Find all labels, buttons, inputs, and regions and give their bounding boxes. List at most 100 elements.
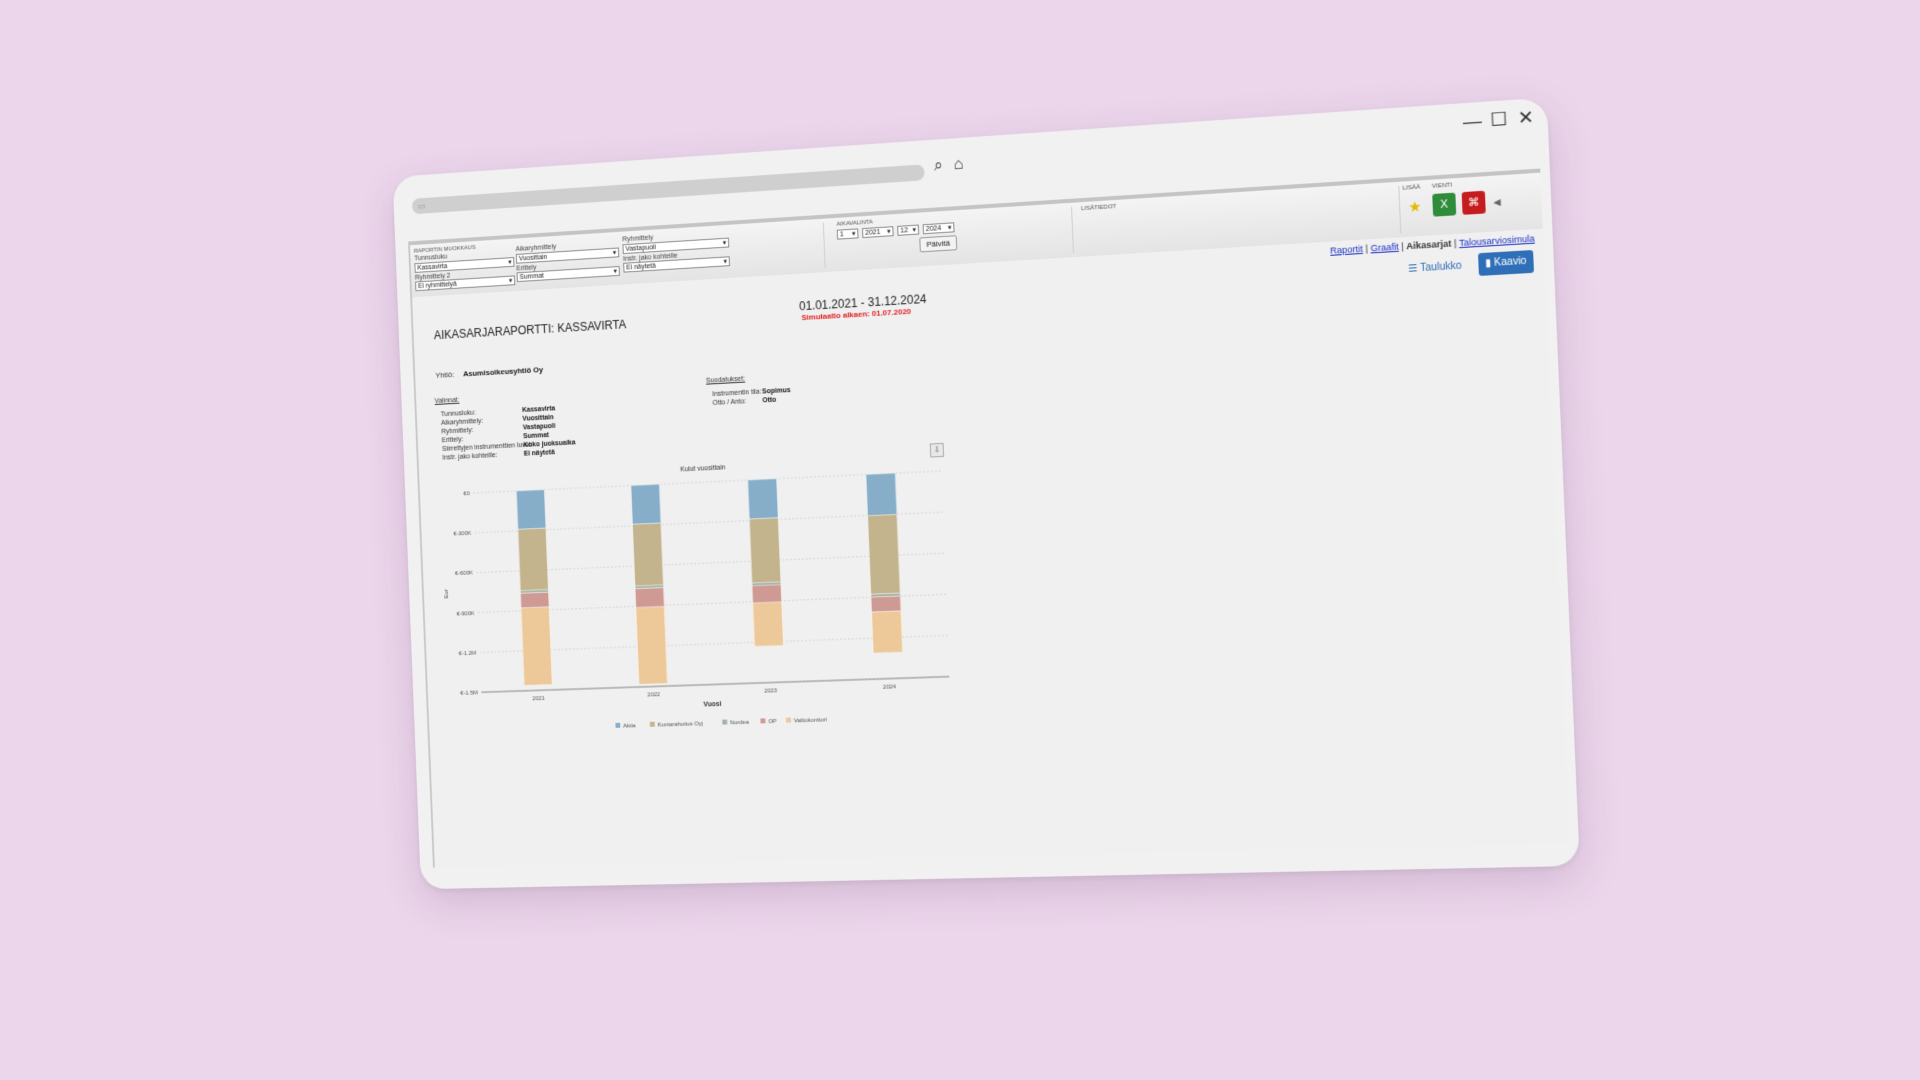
chart-title: Kulut vuosittain xyxy=(680,464,726,473)
update-button[interactable]: Päivitä xyxy=(919,235,957,252)
bar-segment xyxy=(872,611,903,653)
legend-item: Aktia xyxy=(623,723,636,729)
bar-segment xyxy=(521,607,552,685)
y-axis-label: Eur xyxy=(444,589,450,598)
star-icon[interactable]: ★ xyxy=(1403,194,1427,218)
chevron-down-icon: ▾ xyxy=(509,277,513,287)
y-tick-label: €-300K xyxy=(453,531,471,538)
bar-segment xyxy=(749,518,780,583)
bar-segment xyxy=(748,479,778,520)
bar-segment xyxy=(866,473,897,515)
toolbar-divider xyxy=(823,223,826,269)
bar-segment xyxy=(520,592,549,608)
table-view-button[interactable]: ☰ Taulukko xyxy=(1408,260,1462,274)
address-bar[interactable]: ▭ xyxy=(412,164,925,214)
company-name: Asumisoikeusyhtiö Oy xyxy=(463,365,543,378)
bar-segment xyxy=(636,607,668,685)
kv-label: Tunnusluku: xyxy=(441,410,476,419)
bar-segment xyxy=(868,514,901,594)
bar-segment xyxy=(871,596,901,612)
link-graafit[interactable]: Graafit xyxy=(1370,241,1399,253)
kv-label: Instr. jako kohteille: xyxy=(442,452,497,461)
close-button[interactable]: ✕ xyxy=(1517,107,1534,130)
selections-heading: Valinnat: xyxy=(435,397,460,405)
company-label: Yhtiö: xyxy=(435,370,454,380)
minimize-button[interactable]: — xyxy=(1462,110,1482,133)
kv-value: Otto xyxy=(762,397,776,405)
kv-value: Vastapuoli xyxy=(523,423,556,431)
link-talousarviosimulaatio[interactable]: Talousarviosimula xyxy=(1459,233,1535,248)
chevron-down-icon: ▾ xyxy=(508,258,512,268)
y-tick-label: €-1.5M xyxy=(460,690,477,696)
kv-value: Vuosittain xyxy=(522,414,554,422)
legend-swatch xyxy=(786,718,791,723)
lisaa-label: LISÄÄ xyxy=(1402,184,1420,191)
bar-segment xyxy=(516,490,546,530)
y-tick-label: €-1.2M xyxy=(459,651,476,657)
lock-icon: ▭ xyxy=(417,201,425,212)
vienti-label: VIENTI xyxy=(1432,182,1453,189)
y-tick-label: €-900K xyxy=(457,611,475,618)
legend-item: Nordea xyxy=(730,720,750,727)
excel-icon[interactable]: X xyxy=(1432,193,1456,217)
toolbar-divider xyxy=(1071,207,1074,253)
bar-segment xyxy=(752,584,782,603)
kv-label: Erittely: xyxy=(442,436,464,444)
chevron-down-icon: ▾ xyxy=(723,257,727,267)
chevron-down-icon: ▾ xyxy=(852,230,856,240)
kv-label: Aikaryhmittely: xyxy=(441,418,483,427)
legend-swatch xyxy=(760,718,765,723)
legend-item: Valtiokonttori xyxy=(794,717,827,724)
page-title: AIKASARJARAPORTTI: KASSAVIRTA xyxy=(434,318,627,343)
start-month-select[interactable]: 1 ▾ xyxy=(837,228,859,239)
legend-item: OP xyxy=(768,719,777,725)
end-month-select[interactable]: 12 ▾ xyxy=(897,225,919,236)
lisatiedot-label: LISÄTIEDOT xyxy=(1081,204,1116,212)
chevron-down-icon: ▾ xyxy=(613,267,617,277)
filters-heading: Suodatukset: xyxy=(706,376,745,385)
chevron-down-icon: ▾ xyxy=(887,227,891,237)
bar-segment xyxy=(633,523,664,586)
y-tick-label: €0 xyxy=(463,491,470,497)
end-year-select[interactable]: 2024 ▾ xyxy=(923,222,955,234)
chart-view-button[interactable]: ▮ Kaavio xyxy=(1478,250,1534,276)
browser-window: ▭ ⌕ ⌂ — ☐ ✕ RAPORTIN MUOKKAUS Tunnusluku… xyxy=(393,97,1580,889)
legend-swatch xyxy=(615,723,620,728)
chevron-down-icon: ▾ xyxy=(723,239,727,249)
kv-value: Sopimus xyxy=(762,387,791,395)
link-raportit[interactable]: Raportit xyxy=(1330,244,1363,256)
legend-item: Kuntarahoitus Oyj xyxy=(657,721,703,728)
y-tick-label: €-600K xyxy=(455,571,473,578)
bar-segment xyxy=(631,484,661,524)
bar-segment xyxy=(635,588,664,608)
chevron-down-icon: ▾ xyxy=(948,223,952,233)
maximize-button[interactable]: ☐ xyxy=(1490,108,1508,131)
home-icon[interactable]: ⌂ xyxy=(953,156,963,175)
kv-label: Instrumentin tila: xyxy=(712,389,761,398)
search-icon[interactable]: ⌕ xyxy=(934,157,944,176)
more-icon[interactable]: ◂ xyxy=(1491,190,1503,213)
legend-swatch xyxy=(650,722,655,727)
pdf-icon[interactable]: ⌘ xyxy=(1462,191,1486,215)
toolbar-divider xyxy=(1398,186,1401,233)
chevron-down-icon: ▾ xyxy=(613,249,617,259)
kv-label: Ryhmittely: xyxy=(441,427,473,435)
x-tick-label: 2023 xyxy=(764,688,778,694)
link-aikasarjat[interactable]: Aikasarjat xyxy=(1406,238,1452,251)
x-axis-label: Vuosi xyxy=(703,701,721,709)
x-tick-label: 2021 xyxy=(532,696,545,702)
bar-segment xyxy=(753,602,784,646)
kv-value: Kassavirta xyxy=(522,405,555,414)
x-tick-label: 2024 xyxy=(883,684,897,690)
start-year-select[interactable]: 2021 ▾ xyxy=(862,226,894,238)
cash-flow-chart: Kulut vuosittain €0 €-300K €-600K €-900K €-1.… xyxy=(436,449,962,754)
kv-value: Summat xyxy=(523,432,549,440)
legend-swatch xyxy=(722,720,727,725)
kv-label: Otto / Anto: xyxy=(712,398,746,407)
bar-segment xyxy=(518,528,548,591)
kv-value: Koko juoksuaika xyxy=(523,439,575,448)
aikavalinta-label: AIKAVALINTA xyxy=(836,220,873,228)
report-app: RAPORTIN MUOKKAUS Tunnusluku Kassavirta ▾… xyxy=(408,169,1569,868)
kv-value: Ei näytetä xyxy=(524,449,555,457)
x-tick-label: 2022 xyxy=(647,692,661,698)
